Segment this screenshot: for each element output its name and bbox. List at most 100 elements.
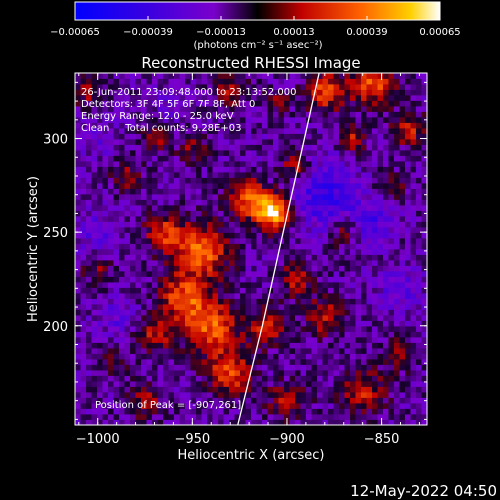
heatmap-cell [245,155,252,162]
heatmap-cell [190,381,197,387]
heatmap-cell [273,254,279,261]
heatmap-cell [344,276,351,283]
heatmap-cell [80,254,87,261]
heatmap-cell [410,386,417,393]
heatmap-cell [196,210,202,217]
heatmap-cell [295,386,301,393]
heatmap-cell [410,254,417,261]
heatmap-cell [300,78,307,85]
heatmap-cell [80,397,87,404]
heatmap-cell [168,254,175,261]
heatmap-cell [267,309,274,316]
heatmap-cell [267,95,274,101]
heatmap-cell [179,128,186,134]
heatmap-cell [350,408,356,415]
heatmap-cell [119,205,125,211]
heatmap-cell [229,375,235,382]
heatmap-cell [344,150,351,156]
heatmap-cell [344,227,351,233]
heatmap-cell [311,161,318,167]
heatmap-cell [196,304,202,310]
heatmap-cell [212,205,219,211]
heatmap-cell [174,243,180,250]
heatmap-cell [130,408,136,415]
heatmap-cell [207,348,213,354]
heatmap-cell [344,183,351,189]
heatmap-cell [119,95,125,101]
heatmap-cell [97,100,103,107]
heatmap-cell [234,216,241,222]
heatmap-cell [256,216,263,222]
heatmap-cell [300,414,307,420]
heatmap-cell [372,381,378,387]
heatmap-cell [196,392,202,398]
heatmap-cell [146,216,153,222]
heatmap-cell [295,260,301,266]
heatmap-cell [322,128,329,134]
heatmap-cell [146,177,153,184]
heatmap-cell [251,353,257,360]
heatmap-cell [207,260,213,266]
heatmap-cell [339,287,345,294]
heatmap-cell [306,254,312,261]
heatmap-cell [262,128,268,134]
heatmap-cell [322,210,329,217]
heatmap-cell [377,238,384,244]
heatmap-cell [218,188,224,195]
heatmap-cell [229,111,235,118]
heatmap-cell [399,194,406,200]
heatmap-cell [207,128,213,134]
heatmap-cell [377,216,384,222]
heatmap-cell [399,122,406,129]
heatmap-cell [135,408,142,415]
heatmap-cell [317,84,323,90]
heatmap-cell [212,227,219,233]
heatmap-cell [196,397,202,404]
heatmap-cell [366,78,373,85]
heatmap-cell [388,117,395,123]
heatmap-cell [229,221,235,228]
heatmap-cell [267,199,274,206]
heatmap-cell [80,287,87,294]
heatmap-cell [322,84,329,90]
heatmap-cell [152,386,158,393]
heatmap-cell [300,353,307,360]
heatmap-cell [405,95,411,101]
heatmap-cell [267,221,274,228]
heatmap-cell [80,249,87,255]
heatmap-cell [300,386,307,393]
heatmap-cell [234,353,241,360]
heatmap-cell [97,287,103,294]
heatmap-cell [102,276,109,283]
heatmap-cell [97,419,103,425]
heatmap-cell [201,100,208,107]
heatmap-cell [311,128,318,134]
heatmap-cell [91,298,98,305]
heatmap-cell [234,205,241,211]
heatmap-cell [317,370,323,376]
heatmap-cell [416,293,422,299]
heatmap-cell [179,221,186,228]
heatmap-cell [168,386,175,393]
heatmap-cell [218,243,224,250]
heatmap-cell [289,386,296,393]
heatmap-cell [86,359,92,365]
heatmap-cell [273,117,279,123]
heatmap-cell [108,117,114,123]
heatmap-cell [278,392,285,398]
heatmap-cell [377,254,384,261]
heatmap-cell [416,282,422,288]
heatmap-cell [91,293,98,299]
heatmap-cell [295,117,301,123]
heatmap-cell [201,144,208,151]
heatmap-cell [179,205,186,211]
heatmap-cell [163,386,169,393]
heatmap-cell [163,194,169,200]
heatmap-cell [295,282,301,288]
heatmap-cell [174,331,180,338]
heatmap-cell [366,89,373,96]
heatmap-cell [163,342,169,349]
heatmap-cell [311,221,318,228]
heatmap-cell [75,84,81,90]
heatmap-cell [86,254,92,261]
